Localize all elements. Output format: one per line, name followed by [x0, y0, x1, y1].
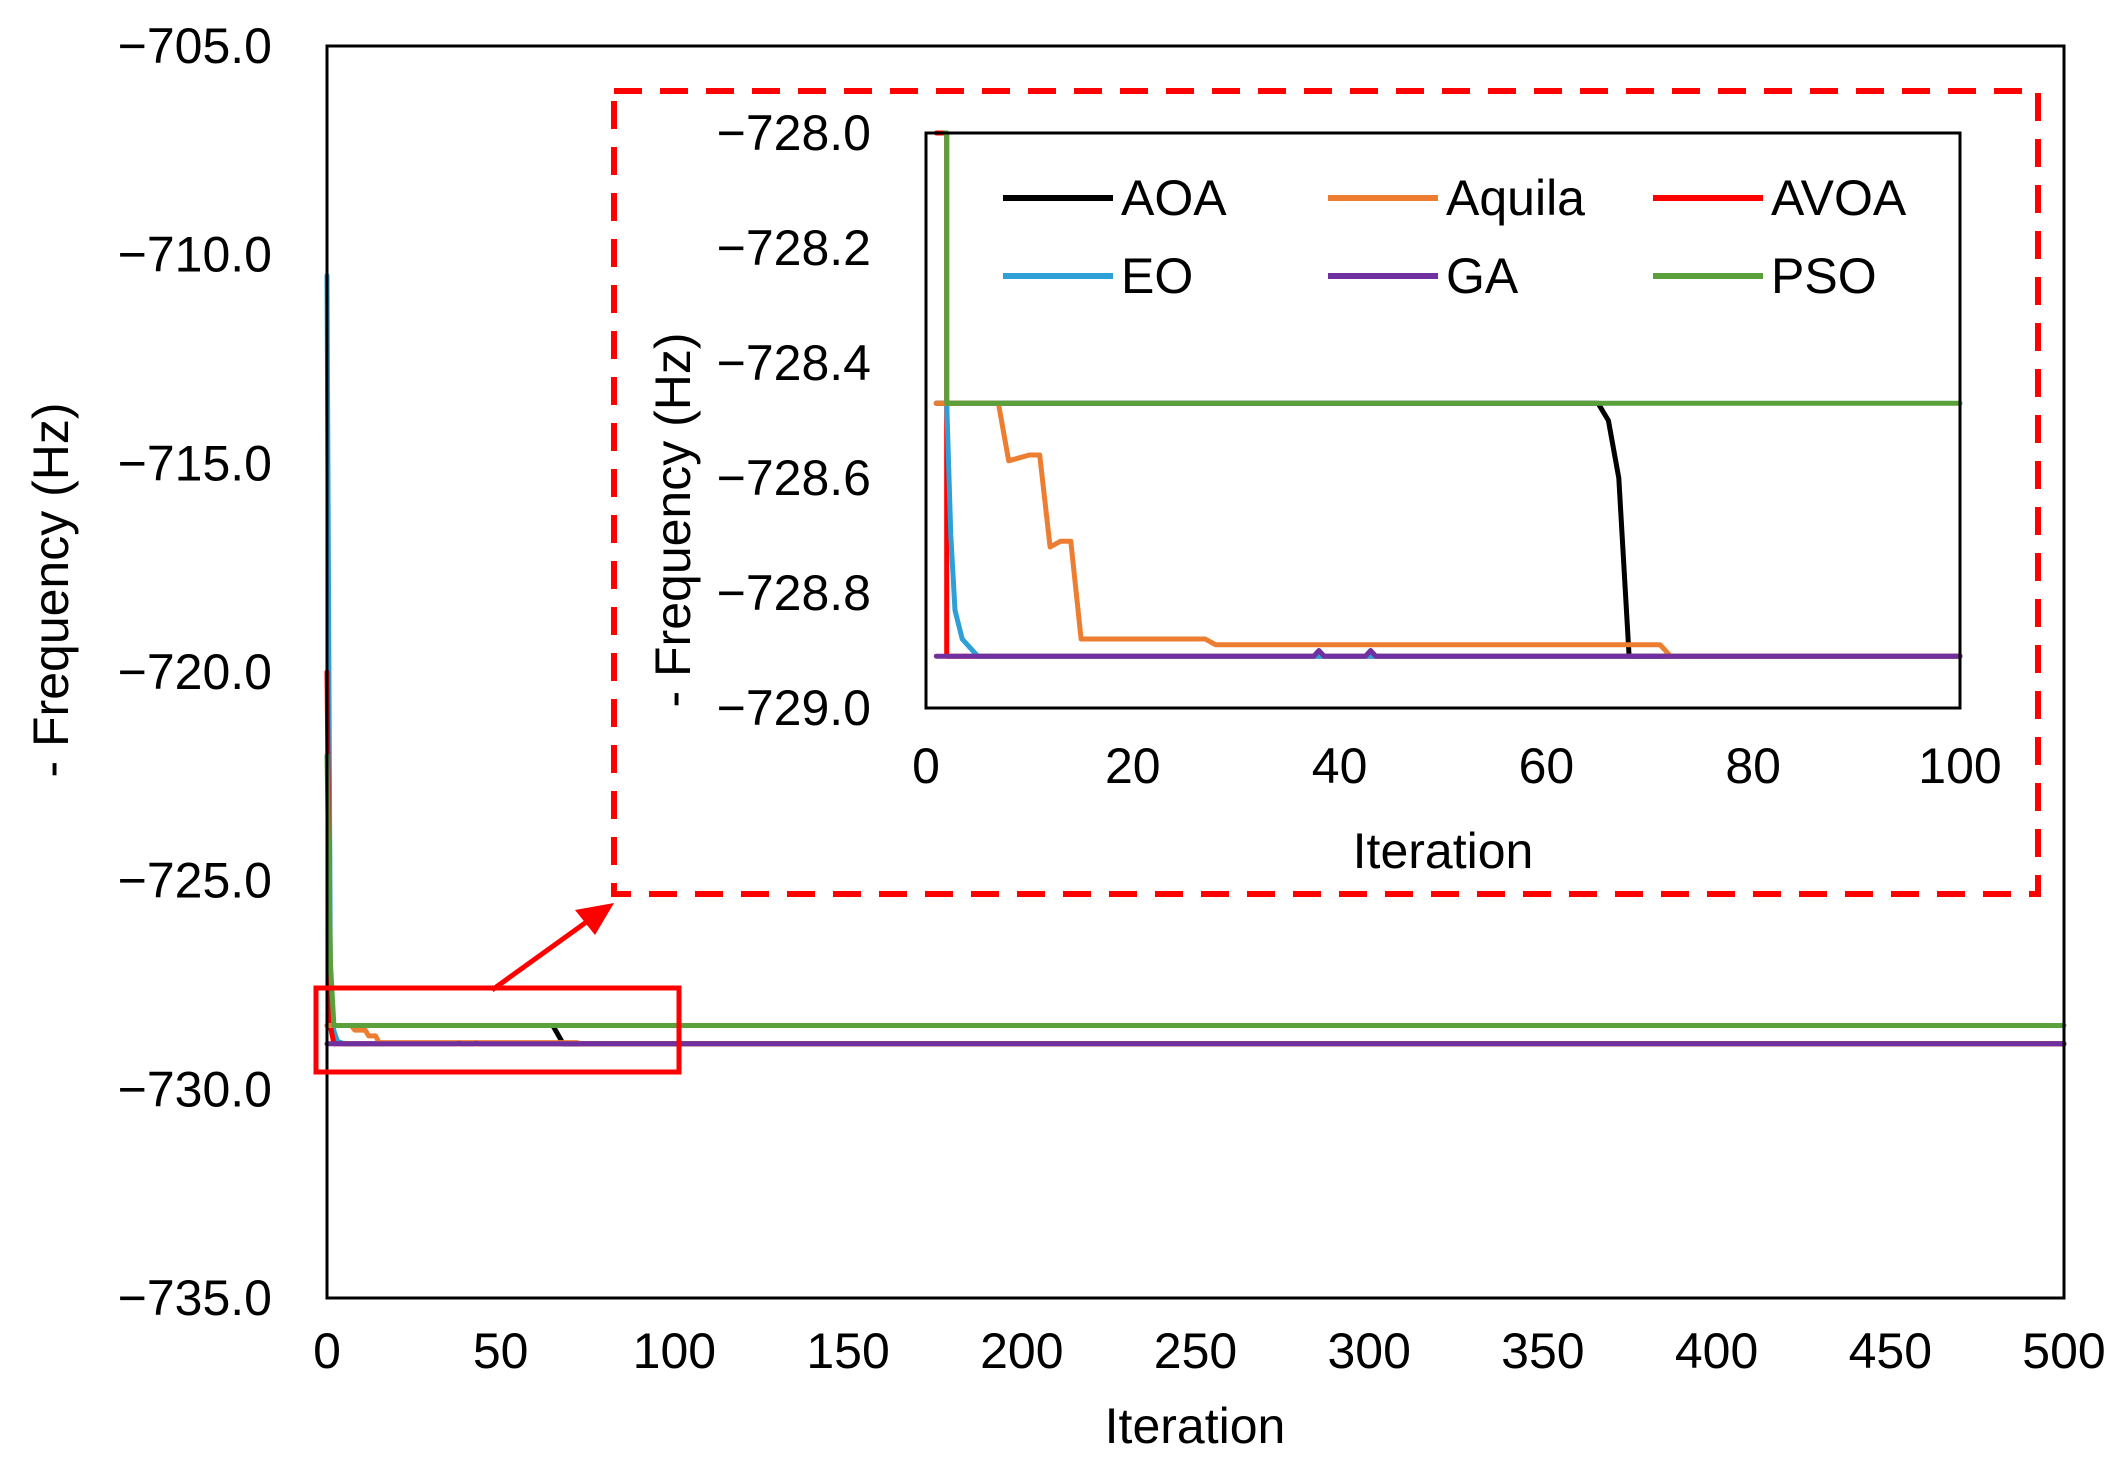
main-y-tick-3: −720.0	[118, 644, 272, 700]
inset-x-axis-title: Iteration	[1353, 823, 1534, 879]
inset-y-axis-title: - Frequency (Hz)	[645, 332, 701, 707]
inset-y-tick-0: −728.0	[717, 105, 871, 161]
inset-plot-background	[926, 133, 1960, 708]
main-x-tick-150: 150	[806, 1323, 889, 1379]
main-x-tick-350: 350	[1501, 1323, 1584, 1379]
main-x-axis-title: Iteration	[1105, 1398, 1286, 1454]
inset-y-tick-5: −729.0	[717, 680, 871, 736]
legend-label-ga: GA	[1446, 248, 1519, 304]
inset-y-tick-1: −728.2	[717, 220, 871, 276]
main-y-axis-title: - Frequency (Hz)	[23, 402, 79, 777]
main-y-tick-5: −730.0	[118, 1061, 272, 1117]
main-y-tick-1: −710.0	[118, 227, 272, 283]
inset-series-aquila	[933, 400, 1963, 659]
main-x-tick-250: 250	[1154, 1323, 1237, 1379]
main-y-tick-6: −735.0	[118, 1270, 272, 1326]
main-plot: 0 50 100 150 200 250 300 350 400 450 500 −705.0−71…	[23, 18, 2106, 1454]
legend-label-pso: PSO	[1771, 248, 1877, 304]
main-y-tick-labels: −705.0 −710.0 −715.0 −720.0 −725.0 −730.0 −735…	[118, 18, 272, 1326]
inset-series-ga	[933, 648, 1963, 659]
zoom-arrow-head	[575, 903, 614, 935]
legend-label-avoa: AVOA	[1771, 170, 1907, 226]
main-series-group	[324, 273, 2067, 1047]
inset-x-tick-20: 20	[1105, 738, 1161, 794]
inset-x-tick-100: 100	[1918, 738, 2001, 794]
zoom-arrow-line	[490, 915, 594, 993]
main-x-tick-50: 50	[473, 1323, 529, 1379]
inset-y-tick-labels: −728.0 −728.2 −728.4 −728.6 −728.8 −729.0	[717, 105, 871, 736]
main-y-tick-4: −725.0	[118, 853, 272, 909]
main-x-tick-400: 400	[1675, 1323, 1758, 1379]
main-x-tick-300: 300	[1327, 1323, 1410, 1379]
legend-label-eo: EO	[1121, 248, 1193, 304]
zoom-annotation	[313, 88, 2041, 1075]
main-x-tick-450: 450	[1849, 1323, 1932, 1379]
zoom-inset-dashed-box	[611, 88, 2041, 897]
main-series-pso	[324, 753, 2067, 1028]
inset-x-tick-40: 40	[1312, 738, 1368, 794]
main-x-tick-0: 0	[313, 1323, 341, 1379]
legend-label-aquila: Aquila	[1446, 170, 1585, 226]
inset-y-tick-3: −728.6	[717, 450, 871, 506]
inset-plot: 0 20 40 60 80 100 −728.0−728.2−728.4−728.6−72…	[645, 105, 2002, 879]
main-x-tick-200: 200	[980, 1323, 1063, 1379]
inset-x-tick-0: 0	[912, 738, 940, 794]
main-y-tick-0: −705.0	[118, 18, 272, 74]
main-x-tick-500: 500	[2022, 1323, 2105, 1379]
legend-label-aoa: AOA	[1121, 170, 1227, 226]
main-plot-frame	[325, 44, 2066, 1300]
main-x-tick-labels: 0 50 100 150 200 250 300 350 400 450 500	[313, 1323, 2106, 1379]
inset-x-tick-60: 60	[1519, 738, 1575, 794]
inset-plot-frame	[924, 131, 1962, 710]
inset-x-tick-80: 80	[1725, 738, 1781, 794]
main-x-tick-100: 100	[633, 1323, 716, 1379]
inset-x-tick-labels: 0 20 40 60 80 100	[912, 738, 2002, 794]
inset-y-tick-4: −728.8	[717, 565, 871, 621]
main-y-tick-2: −715.0	[118, 435, 272, 491]
legend: AOA Aquila AVOA EO GA PSO	[1003, 170, 1907, 304]
inset-y-tick-2: −728.4	[717, 335, 871, 391]
